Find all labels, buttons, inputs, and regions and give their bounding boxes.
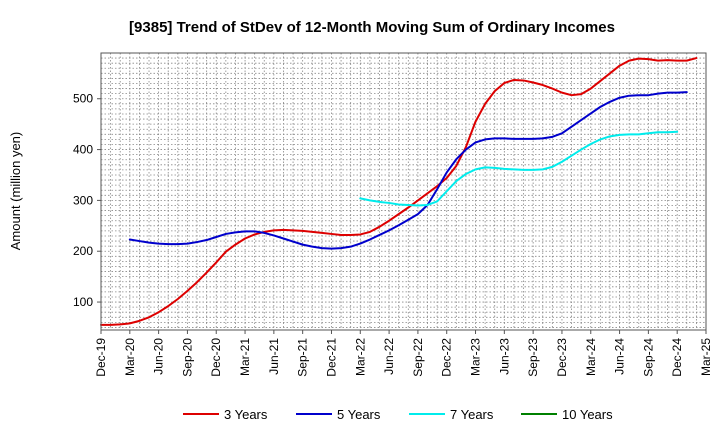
x-tick-label: Sep-20 [180, 338, 194, 377]
x-tick-label: Sep-21 [296, 338, 310, 377]
x-tick-label: Mar-21 [238, 338, 252, 376]
x-tick-label: Jun-20 [152, 338, 166, 375]
x-tick-label: Jun-24 [613, 338, 627, 375]
x-tick-label: Jun-22 [382, 338, 396, 375]
x-tick-label: Dec-24 [670, 338, 684, 377]
x-ticks: Dec-19 Mar-20 Jun-20 Sep-20 Dec-20 Mar-21 Jun-… [94, 330, 713, 377]
y-axis-label: Amount (million yen) [8, 132, 23, 251]
y-tick-label: 400 [73, 143, 93, 157]
legend-label: 3 Years [224, 407, 268, 422]
x-tick-label: Jun-21 [267, 338, 281, 375]
series-line-3-years [100, 57, 698, 326]
legend-label: 10 Years [562, 407, 613, 422]
y-tick-label: 200 [73, 244, 93, 258]
x-tick-label: Mar-23 [469, 338, 483, 376]
chart-title: [9385] Trend of StDev of 12-Month Moving… [129, 19, 615, 36]
x-tick-label: Sep-22 [411, 338, 425, 377]
series-line-7-years [359, 130, 679, 207]
x-tick-label: Dec-19 [94, 338, 108, 377]
x-tick-label: Dec-20 [209, 338, 223, 377]
x-tick-label: Sep-24 [641, 338, 655, 377]
series-group [100, 57, 698, 326]
legend-label: 7 Years [450, 407, 494, 422]
x-tick-label: Dec-23 [555, 338, 569, 377]
y-tick-label: 500 [73, 92, 93, 106]
legend-label: 5 Years [337, 407, 381, 422]
x-tick-label: Mar-22 [353, 338, 367, 376]
y-tick-label: 100 [73, 295, 93, 309]
x-tick-label: Jun-23 [497, 338, 511, 375]
y-tick-label: 300 [73, 193, 93, 207]
x-tick-label: Dec-22 [440, 338, 454, 377]
x-tick-label: Mar-20 [123, 338, 137, 376]
legend: 3 Years 5 Years 7 Years 10 Years [183, 407, 613, 422]
x-tick-label: Dec-21 [324, 338, 338, 377]
grid [101, 53, 706, 330]
x-tick-label: Mar-25 [699, 338, 713, 376]
plot-frame [100, 52, 707, 331]
x-tick-label: Sep-23 [526, 338, 540, 377]
series-line-5-years [128, 91, 688, 250]
x-tick-label: Mar-24 [584, 338, 598, 376]
y-ticks: 100 200 300 400 500 [73, 92, 101, 309]
